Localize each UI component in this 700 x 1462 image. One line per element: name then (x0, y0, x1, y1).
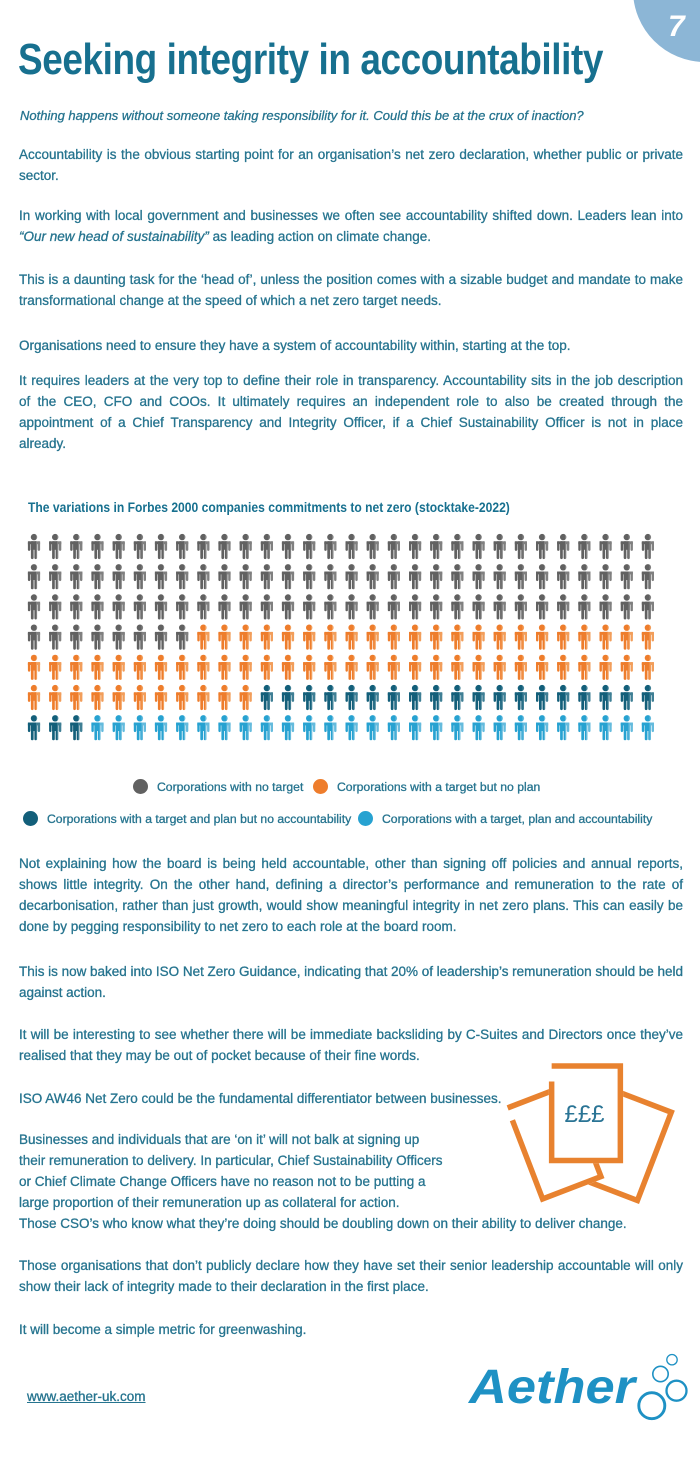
svg-text:Aether: Aether (468, 1360, 638, 1414)
svg-text:£££: £££ (564, 1101, 604, 1128)
